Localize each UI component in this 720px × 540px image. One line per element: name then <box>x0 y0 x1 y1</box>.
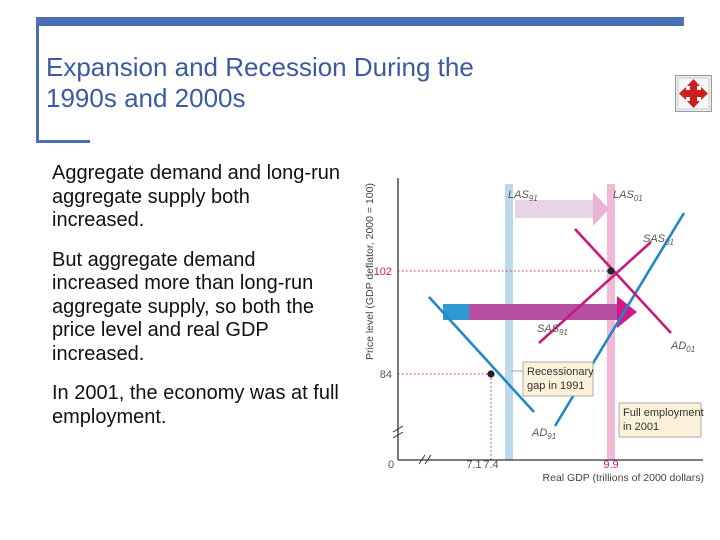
title-line-1: Expansion and Recession During the <box>46 52 474 82</box>
origin-label: 0 <box>388 459 394 471</box>
bullet-3: In 2001, the economy was at full employm… <box>52 382 339 428</box>
las01-line <box>607 184 615 460</box>
recessionary-gap-line-1: Recessionary <box>527 366 594 378</box>
x-axis-label: Real GDP (trillions of 2000 dollars) <box>543 472 704 484</box>
full-employment-line-1: Full employment <box>623 407 704 419</box>
y-axis-label: Price level (GDP deflator, 2000 = 100) <box>364 183 376 360</box>
frame-bottom-bar <box>36 140 90 143</box>
las91-label: LAS91 <box>508 189 538 203</box>
bullet-list: Aggregate demand and long-run aggregate … <box>52 162 342 445</box>
las-shift-arrow <box>515 192 609 226</box>
x-tick-7-4: 7.4 <box>483 459 498 471</box>
bullet-1: Aggregate demand and long-run aggregate … <box>52 162 340 231</box>
sas01-curve <box>538 241 652 344</box>
full-employment-box: Full employment in 2001 <box>618 402 704 438</box>
las91-line <box>505 184 513 460</box>
equilibrium-1991-point <box>487 370 495 378</box>
y-tick-84: 84 <box>380 369 392 381</box>
axis-breaks <box>392 425 432 465</box>
guide-lines <box>398 270 611 460</box>
ad01-curve <box>574 228 672 334</box>
move-navigation-button[interactable] <box>675 75 712 112</box>
ad91-curve <box>428 296 535 413</box>
ad91-label: AD91 <box>531 427 556 441</box>
bullet-2: But aggregate demand increased more than… <box>52 248 315 365</box>
ad-shift-arrow <box>443 296 637 328</box>
y-tick-102: 102 <box>374 266 392 278</box>
sas91-label: SAS91 <box>537 323 568 337</box>
recessionary-gap-line-2: gap in 1991 <box>527 380 585 392</box>
x-tick-7-1: 7.1 <box>466 459 481 471</box>
equilibrium-2001-point <box>607 267 615 275</box>
four-arrows-move-icon <box>675 75 712 112</box>
recessionary-gap-box: Recessionary gap in 1991 <box>511 361 594 397</box>
las01-label: LAS01 <box>613 189 643 203</box>
title-line-2: 1990s and 2000s <box>46 83 246 113</box>
slide-title: Expansion and Recession During the 1990s… <box>46 52 646 114</box>
ad01-label: AD01 <box>670 340 695 354</box>
frame-top-bar <box>36 17 684 26</box>
ad-las-diagram: LAS91 LAS01 SAS01 SAS91 AD01 AD91 Price … <box>364 178 704 484</box>
x-tick-9-9: 9.9 <box>603 459 618 471</box>
frame-left-bar <box>36 17 39 143</box>
full-employment-line-2: in 2001 <box>623 421 659 433</box>
